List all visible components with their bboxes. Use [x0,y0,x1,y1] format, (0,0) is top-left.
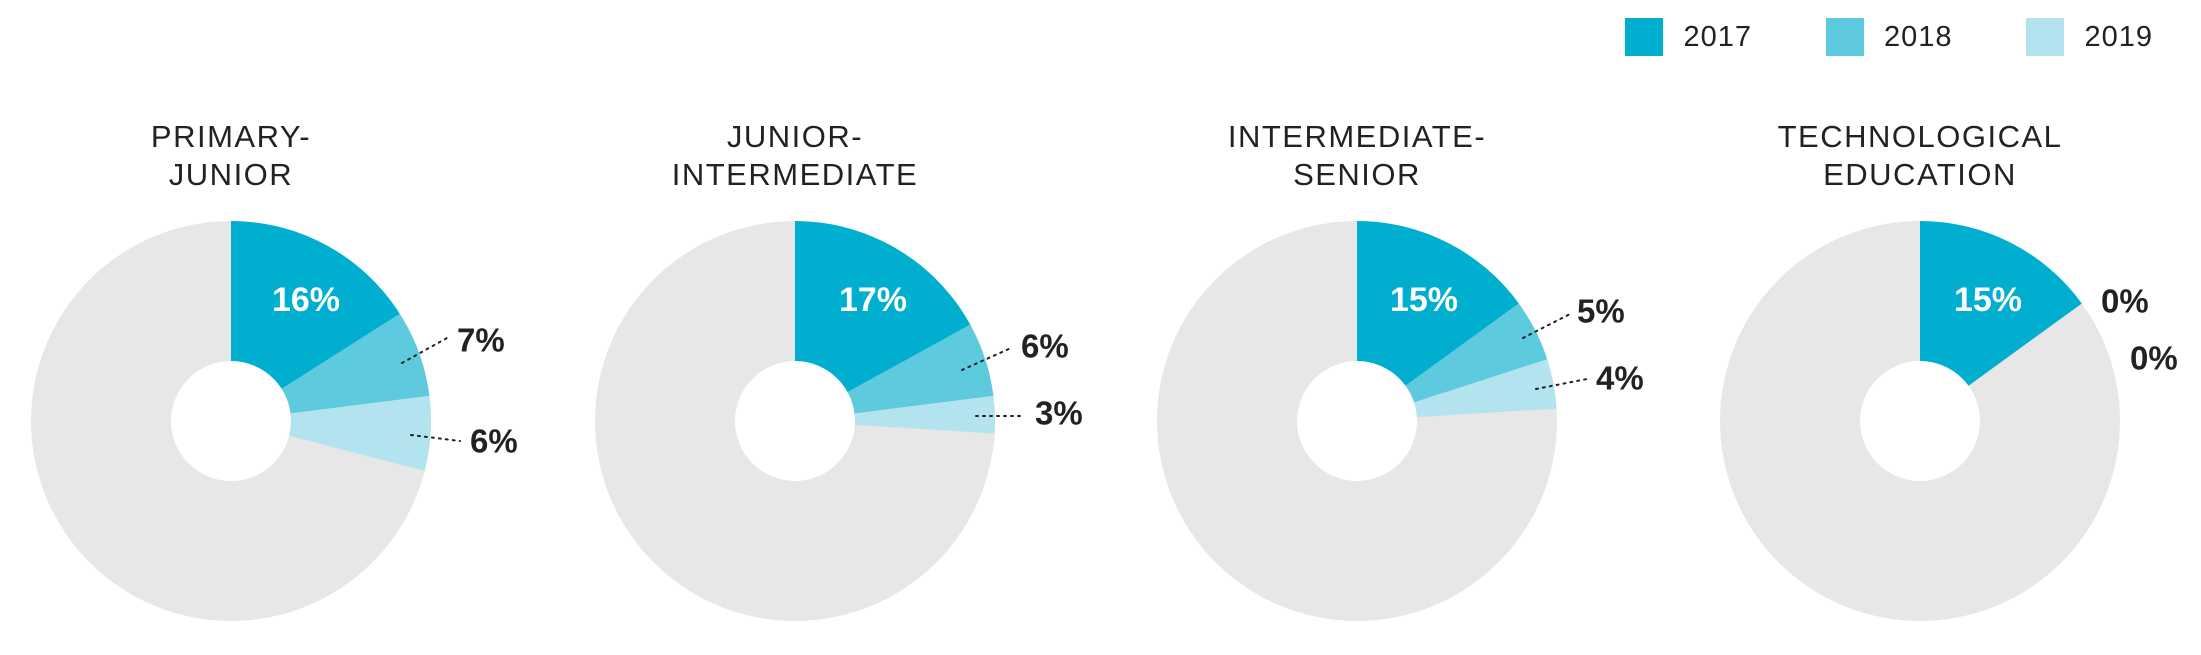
pie-hole [735,361,855,481]
legend-item-2018: 2018 [1825,18,1953,56]
data-label-2019: 3% [1035,395,1083,432]
data-label-2019: 0% [2130,340,2178,377]
legend: 2017 2018 2019 [1625,18,2153,56]
legend-label-2019: 2019 [2084,20,2153,53]
data-label-2017: 15% [1954,281,2022,319]
pie-slice-2017 [1920,221,2082,421]
pie-slice-2017 [795,221,971,421]
leader-line-2018 [1522,313,1571,339]
pie-slice-2019 [231,395,431,471]
leader-line-2018 [401,337,448,364]
data-label-2017: 17% [839,281,907,319]
data-label-2018: 0% [2101,283,2149,320]
data-label-2018: 6% [1021,328,1069,365]
data-label-2017: 16% [272,281,340,319]
legend-item-2019: 2019 [2026,18,2153,56]
legend-swatch-2019 [2026,18,2065,56]
leader-line-2019 [410,434,461,442]
leader-line-2019 [1535,378,1588,390]
pie-chart-intermediate-senior: INTERMEDIATE-SENIOR 15% 5% 4% [1157,119,1644,621]
pie-slice-2019 [795,395,996,434]
pie-hole [1860,361,1980,481]
data-label-2018: 5% [1577,293,1625,330]
pie-slice-2017 [231,221,400,421]
legend-label-2018: 2018 [1883,20,1953,53]
legend-swatch-2017 [1625,18,1664,56]
legend-swatch-2018 [1825,18,1864,56]
data-label-2019: 6% [470,423,518,460]
pie-chart-junior-intermediate: JUNIOR-INTERMEDIATE 17% 6% 3% [595,119,1083,621]
legend-label-2017: 2017 [1683,20,1752,53]
chart-title-line: SENIOR [1293,157,1421,192]
chart-title-line: INTERMEDIATE [672,157,919,192]
chart-title-line: PRIMARY- [151,119,311,154]
legend-item-2017: 2017 [1625,18,1752,56]
pie-chart-primary-junior: PRIMARY-JUNIOR 16% 7% 6% [31,119,518,621]
pie-hole [171,361,291,481]
chart-title-line: JUNIOR [169,157,293,192]
data-label-2017: 15% [1390,281,1458,319]
pie-slice-2017 [1357,221,1519,421]
leader-line-2018 [961,347,1012,371]
chart-title-line: JUNIOR- [727,119,863,154]
data-label-2018: 7% [457,322,505,359]
chart-title-line: TECHNOLOGICAL [1778,119,2063,154]
chart-title-line: EDUCATION [1823,157,2017,192]
data-label-2019: 4% [1596,360,1644,397]
chart-title-line: INTERMEDIATE- [1228,119,1486,154]
pie-hole [1297,361,1417,481]
